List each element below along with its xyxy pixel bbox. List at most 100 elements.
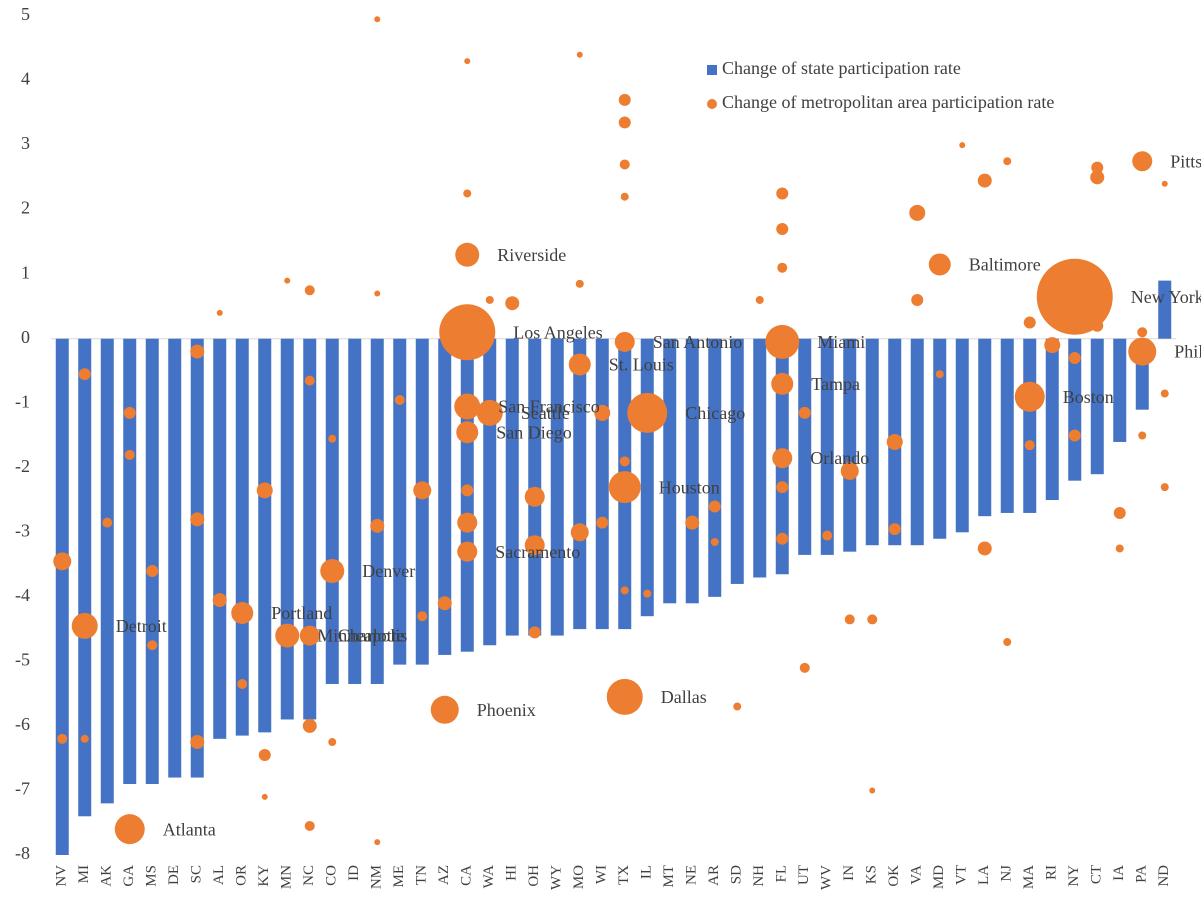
metro-point (618, 116, 631, 129)
metro-label: Denver (362, 561, 415, 581)
bar (663, 338, 677, 604)
bar (753, 338, 767, 578)
metro-point (476, 399, 503, 426)
y-tick-label: -3 (15, 520, 30, 540)
metro-point (1003, 157, 1012, 166)
metro-point (1138, 431, 1147, 440)
x-tick-label: WY (549, 865, 565, 890)
metro-label: San Antonio (653, 332, 743, 352)
metro-point (776, 532, 789, 545)
x-tick-label: MT (661, 865, 677, 888)
metro-point (1091, 161, 1104, 174)
metro-point (123, 406, 136, 419)
metro-point (456, 421, 479, 444)
metro-point (1003, 638, 1012, 647)
metro-point (755, 295, 764, 304)
bar (123, 338, 137, 785)
metro-point (302, 718, 317, 733)
bar (685, 338, 699, 604)
metro-point (708, 500, 721, 513)
metro-point (1137, 327, 1148, 338)
bar (843, 338, 857, 552)
x-tick-label: AZ (436, 865, 452, 885)
bar (100, 338, 114, 804)
metro-point (619, 456, 630, 467)
metro-point (237, 678, 248, 689)
metro-point (299, 625, 320, 646)
x-tick-label: SC (189, 865, 205, 883)
metro-point (886, 433, 903, 450)
metro-label: Baltimore (969, 255, 1041, 275)
bar (78, 338, 92, 817)
metro-point (461, 484, 474, 497)
y-tick-label: -8 (15, 843, 30, 863)
x-tick-label: CT (1089, 865, 1105, 884)
bar (235, 338, 249, 736)
metro-point (594, 404, 611, 421)
metro-label: Seattle (521, 403, 570, 423)
metro-label: Chicago (685, 403, 745, 423)
metro-point (977, 541, 992, 556)
x-tick-label: OR (234, 865, 250, 886)
metro-label: Tampa (811, 374, 860, 394)
y-tick-label: 5 (21, 4, 30, 24)
metro-label: New York (1131, 287, 1201, 307)
legend-label: Change of metropolitan area participatio… (722, 92, 1054, 112)
metro-point (627, 392, 668, 433)
metro-point (212, 593, 227, 608)
metro-point (454, 393, 481, 420)
metro-label: Houston (659, 477, 720, 497)
metro-point (776, 481, 789, 494)
metro-point (374, 16, 381, 23)
metro-point (524, 535, 545, 556)
bar (955, 338, 969, 533)
x-tick-label: MO (571, 865, 587, 889)
x-tick-label: FL (774, 865, 790, 883)
metro-point (575, 279, 584, 288)
metro-point (772, 448, 793, 469)
bar (865, 338, 879, 546)
y-tick-label: 2 (21, 198, 30, 218)
x-tick-label: WV (819, 865, 835, 890)
metro-point (258, 748, 271, 761)
metro-point (799, 662, 810, 673)
bar (978, 338, 992, 517)
y-tick-label: -1 (15, 391, 30, 411)
metro-point (485, 295, 494, 304)
metro-point (1091, 319, 1104, 332)
metro-point (394, 395, 405, 406)
metro-label: San Francisco (498, 397, 599, 417)
metro-label: Portland (271, 603, 332, 623)
metro-point (1036, 258, 1113, 335)
metro-label: Orlando (810, 448, 869, 468)
x-tick-label: VA (909, 865, 925, 885)
bar (708, 338, 722, 597)
metro-label: Phoenix (477, 700, 536, 720)
x-tick-label: PA (1134, 865, 1150, 883)
y-tick-label: -7 (15, 779, 30, 799)
metro-point (53, 552, 72, 571)
bar (595, 338, 609, 630)
bar (55, 338, 69, 855)
metro-point (1160, 389, 1169, 398)
metro-point (437, 596, 452, 611)
metro-label: St. Louis (609, 355, 674, 375)
metro-point (457, 541, 478, 562)
legend-label: Change of state participation rate (722, 58, 961, 78)
bar (730, 338, 744, 584)
metro-point (776, 222, 789, 235)
metro-point (570, 523, 589, 542)
x-tick-label: AR (706, 865, 722, 886)
metro-point (190, 735, 205, 750)
metro-point (935, 370, 944, 379)
metro-point (911, 293, 924, 306)
metro-point (464, 58, 471, 65)
metro-point (1115, 544, 1124, 553)
bar (145, 338, 159, 785)
y-tick-label: -6 (15, 714, 30, 734)
metro-point (710, 537, 719, 546)
metro-point (869, 787, 876, 794)
y-tick-label: 3 (21, 133, 30, 153)
